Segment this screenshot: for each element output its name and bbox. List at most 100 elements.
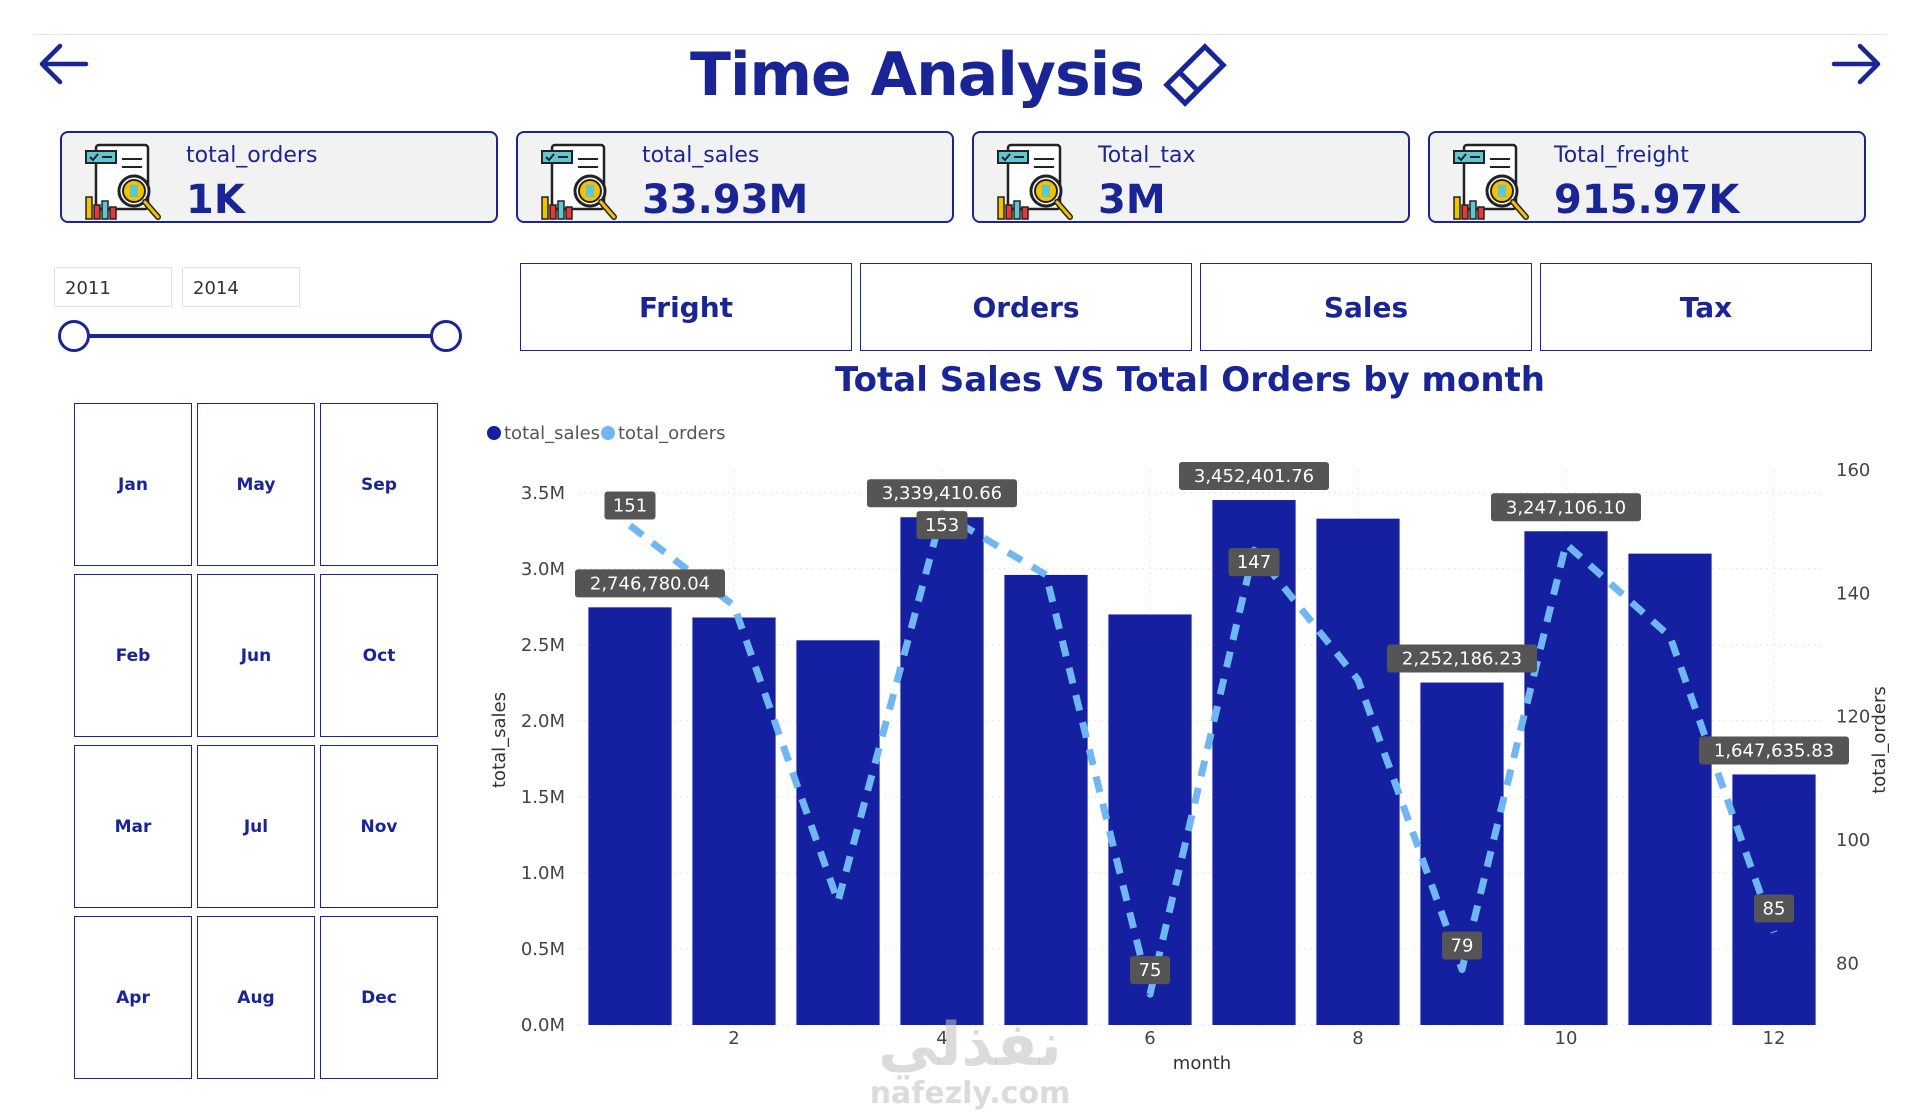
month-tile-jun[interactable]: Jun (197, 574, 315, 737)
x-axis-title: month (1173, 1053, 1231, 1074)
month-tile-apr[interactable]: Apr (74, 916, 192, 1079)
month-tile-mar[interactable]: Mar (74, 745, 192, 908)
legend-marker-total-sales (487, 426, 501, 440)
y-tick-label: 1.0M (521, 863, 565, 884)
kpi-value: 3M (1098, 177, 1166, 223)
x-tick-label: 4 (936, 1028, 947, 1049)
data-label-total-sales-bg (867, 479, 1017, 508)
x-tick-label: 6 (1144, 1028, 1155, 1049)
bar-total-sales (692, 617, 776, 1025)
kpi-label: total_orders (186, 143, 318, 168)
y-tick-label: 1.5M (521, 787, 565, 808)
bar-total-sales (588, 607, 672, 1025)
bar-total-sales (900, 517, 984, 1025)
legend-label-total-sales: total_sales (504, 423, 600, 444)
data-label-total-sales-bg (1387, 644, 1537, 673)
month-tile-nov[interactable]: Nov (320, 745, 438, 908)
report-analysis-icon (1453, 143, 1529, 220)
tab-fright[interactable]: Fright (520, 263, 852, 351)
data-label-total-orders-bg (604, 491, 656, 520)
kpi-value: 915.97K (1554, 177, 1740, 223)
month-tile-jan[interactable]: Jan (74, 403, 192, 566)
data-label-total-orders-bg (1130, 956, 1170, 985)
bar-total-sales (1628, 553, 1712, 1025)
month-tile-aug[interactable]: Aug (197, 916, 315, 1079)
x-tick-label: 12 (1763, 1028, 1786, 1049)
y-tick-label: 2.5M (521, 635, 565, 656)
month-tile-dec[interactable]: Dec (320, 916, 438, 1079)
data-label-total-sales: 1,647,635.83 (1714, 740, 1834, 761)
data-label-total-sales: 2,252,186.23 (1402, 649, 1522, 670)
data-label-total-sales: 2,746,780.04 (590, 573, 710, 594)
bar-total-sales (796, 640, 880, 1025)
y2-tick-label: 120 (1836, 707, 1870, 728)
year-slider-track[interactable] (76, 334, 446, 338)
chart-title: Total Sales VS Total Orders by month (835, 360, 1545, 400)
data-label-total-orders-bg (1228, 548, 1280, 577)
line-total-orders (627, 509, 1778, 998)
y2-tick-label: 100 (1836, 830, 1870, 851)
kpi-value: 33.93M (642, 177, 809, 223)
data-label-total-orders: 75 (1139, 960, 1162, 981)
kpi-label: Total_tax (1098, 143, 1196, 168)
tab-tax[interactable]: Tax (1540, 263, 1872, 351)
y2-tick-label: 80 (1836, 953, 1859, 974)
data-label-total-sales: 3,247,106.10 (1506, 497, 1626, 518)
y2-tick-label: 140 (1836, 583, 1870, 604)
month-tile-may[interactable]: May (197, 403, 315, 566)
kpi-card-total_orders: total_orders 1K (60, 131, 498, 223)
y2-axis-title: total_orders (1869, 686, 1890, 794)
data-label-total-orders: 85 (1763, 899, 1786, 920)
year-end-input[interactable]: 2014 (182, 267, 300, 307)
month-tile-feb[interactable]: Feb (74, 574, 192, 737)
year-start-input[interactable]: 2011 (54, 267, 172, 307)
kpi-label: total_sales (642, 143, 760, 168)
kpi-value: 1K (186, 177, 245, 223)
month-tile-oct[interactable]: Oct (320, 574, 438, 737)
watermark-arabic: نفذلي (878, 1010, 1062, 1080)
y-tick-label: 0.5M (521, 939, 565, 960)
y-tick-label: 2.0M (521, 711, 565, 732)
kpi-label: Total_freight (1554, 143, 1689, 168)
report-analysis-icon (541, 143, 617, 220)
month-tile-jul[interactable]: Jul (197, 745, 315, 908)
data-label-total-sales-bg (1491, 493, 1641, 522)
data-label-total-orders-bg (1442, 931, 1482, 960)
data-label-total-sales-bg (575, 569, 725, 598)
year-slider-end-handle[interactable] (430, 320, 462, 352)
title-wrap: Time Analysis (0, 30, 1920, 120)
year-slider-start-handle[interactable] (58, 320, 90, 352)
data-label-total-orders: 151 (613, 496, 647, 517)
x-tick-label: 2 (728, 1028, 739, 1049)
bar-total-sales (1524, 531, 1608, 1025)
legend-label-total-orders: total_orders (618, 423, 726, 444)
y2-tick-label: 160 (1836, 460, 1870, 481)
watermark: نفذلي nafezly.com (860, 1010, 1080, 1120)
y-axis-title: total_sales (489, 692, 510, 788)
data-label-total-orders: 153 (925, 515, 959, 536)
back-arrow-icon[interactable] (36, 36, 92, 92)
y-tick-label: 3.0M (521, 559, 565, 580)
x-tick-label: 8 (1352, 1028, 1363, 1049)
data-label-total-orders: 79 (1451, 936, 1474, 957)
data-label-total-sales: 3,339,410.66 (882, 483, 1002, 504)
bar-total-sales (1212, 500, 1296, 1025)
legend-marker-total-orders (601, 426, 615, 440)
bar-total-sales (1316, 518, 1400, 1025)
forward-arrow-icon[interactable] (1828, 36, 1884, 92)
data-label-total-orders-bg (916, 511, 968, 540)
watermark-url: nafezly.com (869, 1076, 1071, 1111)
tab-sales[interactable]: Sales (1200, 263, 1532, 351)
kpi-card-total_sales: total_sales 33.93M (516, 131, 954, 223)
data-label-total-sales-bg (1699, 736, 1849, 765)
header-frame (34, 34, 1886, 85)
data-label-total-orders: 147 (1237, 552, 1271, 573)
page-title: Time Analysis (690, 40, 1145, 110)
data-label-total-sales-bg (1179, 462, 1329, 491)
month-tile-sep[interactable]: Sep (320, 403, 438, 566)
eraser-icon (1163, 43, 1227, 107)
bar-total-sales (1004, 574, 1088, 1025)
tab-orders[interactable]: Orders (860, 263, 1192, 351)
kpi-card-total_tax: Total_tax 3M (972, 131, 1410, 223)
